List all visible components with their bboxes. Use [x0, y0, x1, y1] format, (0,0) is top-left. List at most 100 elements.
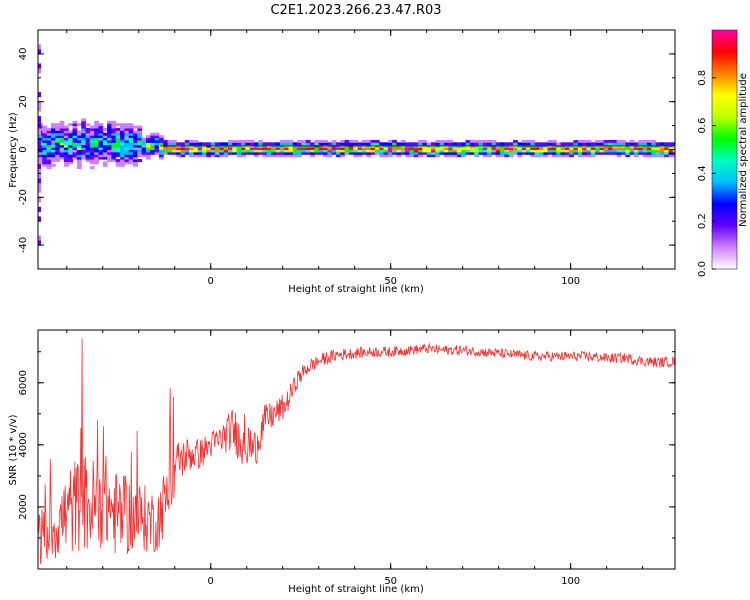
spectrogram-cell [474, 151, 480, 155]
spectrogram-cell [102, 154, 108, 158]
spectrogram-cell [482, 154, 488, 158]
spectrogram-cell [564, 151, 570, 155]
spectrogram-cell [344, 151, 350, 155]
spectrogram-cell [672, 154, 675, 158]
spectrogram-cell [94, 139, 99, 143]
spectrogram-cell [430, 151, 436, 155]
spectrogram-cell [38, 92, 41, 98]
spectrogram-cell [89, 132, 95, 136]
spectrogram-cell [616, 151, 622, 155]
spectrogram-cell [344, 149, 350, 153]
spectrogram-cell [262, 151, 268, 155]
spectrogram-cell [452, 149, 458, 153]
spectrogram-cell [111, 132, 117, 136]
spectrogram-cell [305, 149, 311, 153]
spectrogram-cell [46, 166, 52, 170]
spectrogram-cell [405, 151, 410, 155]
spectrogram-cell [137, 147, 143, 150]
spectrogram-cell [603, 149, 609, 153]
spectrogram-cell [521, 151, 527, 155]
spectrogram-cell [461, 149, 467, 153]
spectrogram-cell [89, 151, 95, 155]
spectrogram-cell [262, 149, 268, 153]
spectrogram-cell [357, 147, 363, 150]
spectrogram-cell [323, 154, 328, 158]
spectrogram-cell [55, 127, 61, 131]
spectrogram-cell [120, 156, 125, 160]
spectrogram-cell [288, 151, 294, 155]
spectrogram-cell [46, 137, 52, 141]
spectrogram-cell [448, 151, 454, 155]
spectrogram-cell [68, 130, 74, 134]
spectrogram-cell [383, 142, 389, 146]
snr-series-line [38, 338, 675, 564]
spectrogram-cell [38, 120, 41, 126]
spectrogram-cell [59, 135, 65, 139]
spectrogram-cell [253, 151, 259, 155]
spectrogram-cell [128, 147, 134, 150]
spectrogram-cell [115, 123, 121, 127]
spectrogram-cell [383, 149, 389, 153]
spectrogram-cell [63, 154, 69, 158]
spectrogram-cell [430, 142, 436, 146]
spectrogram-cell [659, 151, 665, 155]
spectrogram-cell [55, 154, 61, 158]
spectrogram-cell [76, 132, 82, 136]
spectrogram-cell [133, 139, 138, 143]
spectrogram-cell [46, 159, 52, 162]
spectrogram-cell [189, 142, 194, 146]
spectrogram-cell [46, 161, 52, 165]
spectrogram-cell [158, 147, 164, 150]
spectrogram-cell [284, 149, 289, 153]
spectrogram-cell [491, 139, 497, 143]
spectrogram-cell [262, 142, 268, 146]
spectrogram-cell [145, 144, 151, 148]
spectrogram-cell [439, 139, 445, 143]
spectrogram-cell [111, 125, 117, 129]
spectrogram-cell [124, 130, 130, 134]
spectrogram-cell [102, 163, 108, 167]
spectrogram-cell [651, 147, 657, 150]
spectrogram-cell [150, 137, 156, 141]
spectrogram-cell [81, 132, 87, 136]
spectrogram-cell [664, 154, 670, 158]
spectrogram-cell [240, 139, 246, 143]
spectrogram-cell [42, 149, 48, 153]
spectrogram-cell [279, 151, 285, 155]
spectrogram-cell [331, 149, 337, 153]
spectrogram-cell [176, 142, 182, 146]
spectrogram-cell [145, 154, 151, 158]
spectrogram-cell [111, 142, 117, 146]
spectrogram-cell [46, 156, 52, 160]
spectrogram-cell [629, 151, 635, 155]
spectrogram-cell [426, 151, 432, 155]
spectrogram-cell [50, 147, 56, 150]
spectrogram-cell [137, 127, 143, 131]
spectrogram-cell [517, 151, 523, 155]
spectrogram-cell [344, 142, 350, 146]
spectrogram-cell [595, 151, 600, 155]
spectrogram-cell [439, 149, 445, 153]
spectrogram-cell [98, 125, 104, 129]
spectrogram-cell [42, 127, 48, 131]
spectrogram-cell [38, 49, 41, 55]
spectrogram-cell [167, 142, 173, 146]
spectrogram-cell [102, 132, 108, 136]
spectrogram-cell [564, 154, 570, 158]
spectrogram-cell [102, 151, 108, 155]
spectrogram-cell [387, 147, 393, 150]
spectrogram-cell [491, 147, 497, 150]
spectrogram-cell [50, 137, 56, 141]
spectrogram-cell [202, 147, 207, 150]
spectrogram-cell [556, 147, 562, 150]
spectrogram-cell [154, 142, 160, 146]
spectrogram-cell [72, 144, 78, 148]
spectrogram-cell [621, 149, 626, 153]
spectrogram-cell [379, 151, 384, 155]
spectrogram-cell [327, 149, 333, 153]
spectrogram-cell [85, 149, 91, 153]
spectrogram-cell [120, 142, 125, 146]
spectrogram-cell [137, 130, 143, 134]
spectrogram-cell [184, 151, 190, 155]
spectrogram-cell [292, 149, 298, 153]
